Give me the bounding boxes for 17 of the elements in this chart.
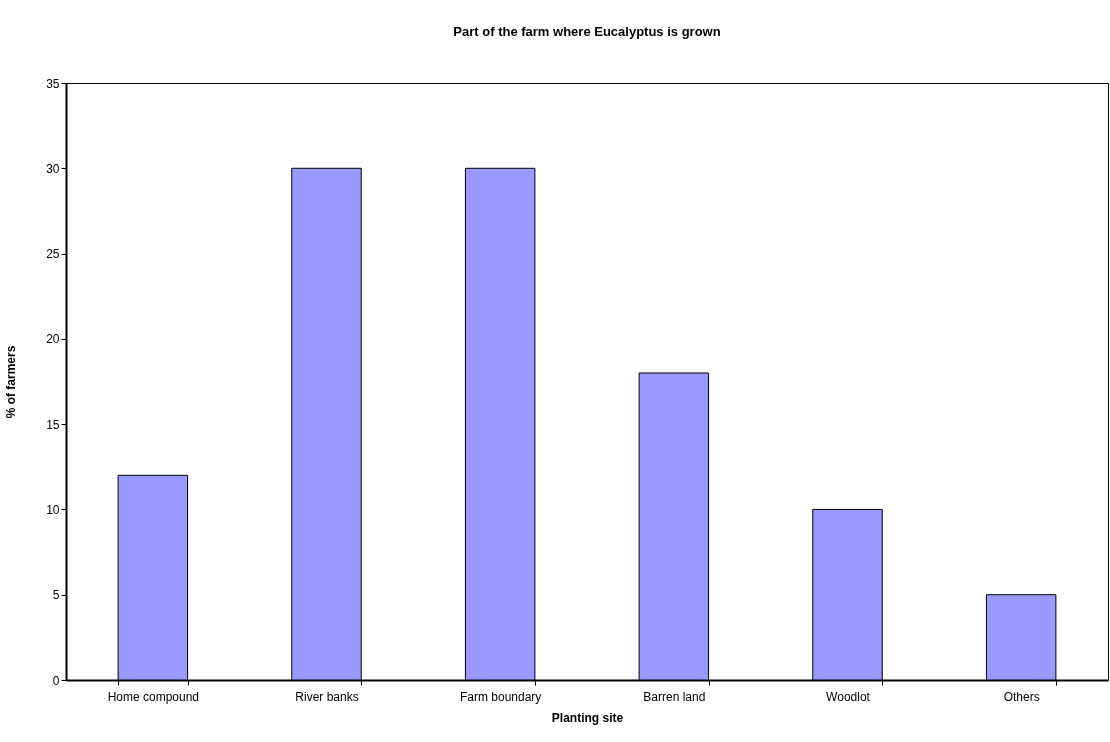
y-tick-label: 0: [52, 673, 60, 688]
y-tick-label: 20: [46, 332, 60, 347]
x-tick-label: River banks: [295, 689, 359, 704]
y-tick-label: 10: [46, 502, 60, 517]
x-tick-label: Barren land: [643, 689, 706, 704]
y-tick-label: 15: [46, 417, 60, 432]
x-tick-label: Home compound: [107, 689, 200, 704]
x-tick-label: Others: [1003, 689, 1040, 704]
x-tick-label: Woodlot: [826, 689, 871, 704]
x-tick-label: Farm boundary: [459, 689, 542, 704]
y-tick-label: 30: [46, 161, 60, 176]
x-axis-title: Planting site: [551, 710, 624, 725]
y-axis-title: % of farmers: [4, 345, 19, 419]
chart-title: Part of the farm where Eucalyptus is grown: [453, 24, 721, 39]
y-tick-label: 5: [52, 588, 60, 603]
y-tick-label: 25: [46, 247, 60, 262]
y-tick-label: 35: [46, 76, 60, 91]
